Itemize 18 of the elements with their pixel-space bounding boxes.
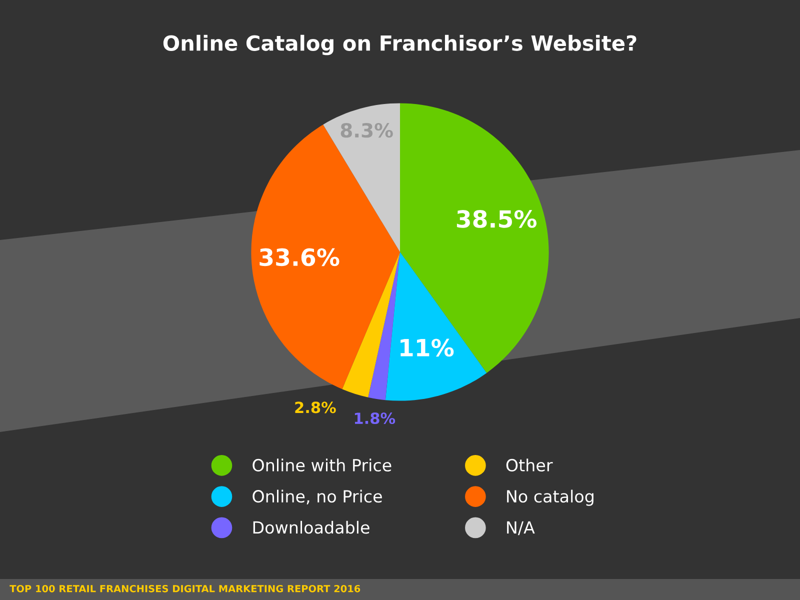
pie-slice bbox=[251, 124, 400, 390]
legend-label: Other bbox=[506, 458, 553, 472]
legend-label: N/A bbox=[507, 521, 535, 536]
pie-slice bbox=[342, 252, 400, 398]
pie-slice bbox=[368, 252, 400, 400]
data-label: 33.6% bbox=[260, 248, 340, 266]
legend-label: Online, no Price bbox=[252, 490, 382, 504]
chart-title: Online Catalog on Franchisor’s Website? bbox=[163, 34, 636, 56]
data-label: 1.8% bbox=[354, 412, 396, 424]
pie-slice bbox=[385, 252, 487, 401]
legend-label: No catalog bbox=[507, 490, 594, 506]
legend-label: Online with Price bbox=[252, 458, 392, 472]
data-label: 2.8% bbox=[295, 402, 336, 414]
legend-label: Downloadable bbox=[253, 520, 370, 534]
pie-slice bbox=[400, 103, 549, 373]
text: TOP 100 RETAIL FRANCHISES DIGITAL MARKETING REPORT 2016 bbox=[10, 584, 360, 592]
data-label: 11% bbox=[400, 338, 454, 357]
data-label: 38.5% bbox=[456, 210, 537, 228]
